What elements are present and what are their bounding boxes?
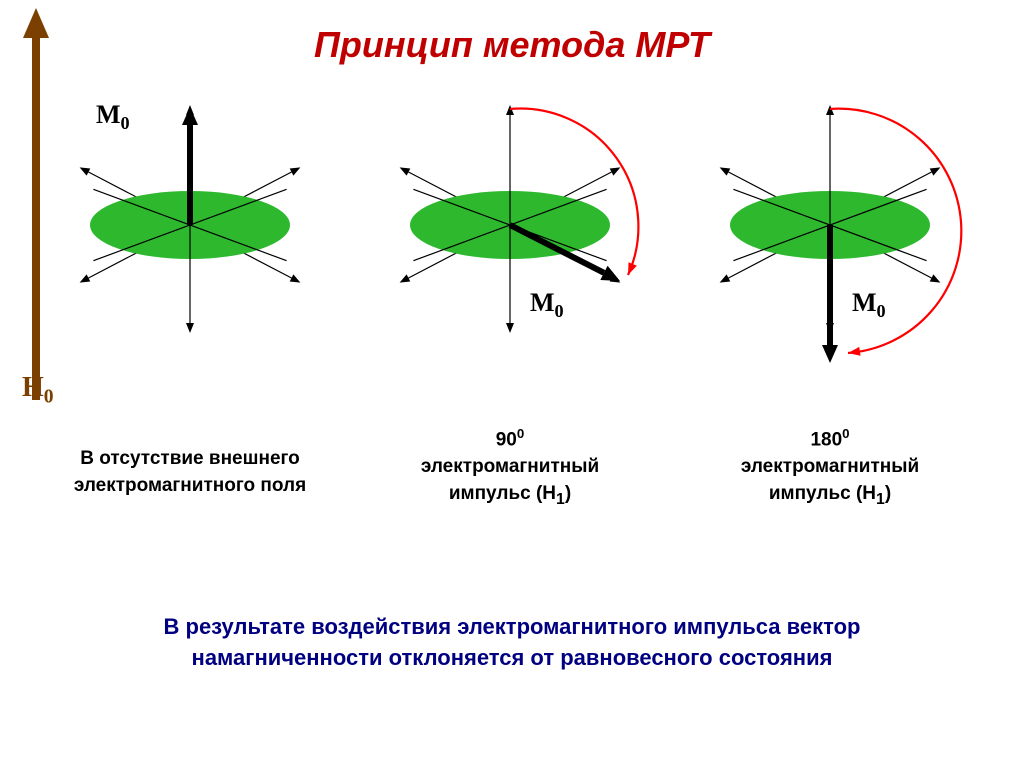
- h0-label: H0: [22, 372, 54, 409]
- m0-label-3: M0: [852, 288, 886, 322]
- m0-label-2: M0: [530, 288, 564, 322]
- caption-1: В отсутствие внешнегоэлектромагнитного п…: [62, 446, 318, 499]
- footer-text: В результате воздействия электромагнитно…: [0, 612, 1024, 674]
- m0-label-1: M0: [96, 100, 130, 134]
- caption-2: 900электромагнитныйимпульс (Н1): [400, 425, 620, 510]
- caption-3: 1800электромагнитныйимпульс (Н1): [720, 425, 940, 510]
- page-title: Принцип метода МРТ: [0, 24, 1024, 66]
- h0-arrow: [0, 0, 80, 420]
